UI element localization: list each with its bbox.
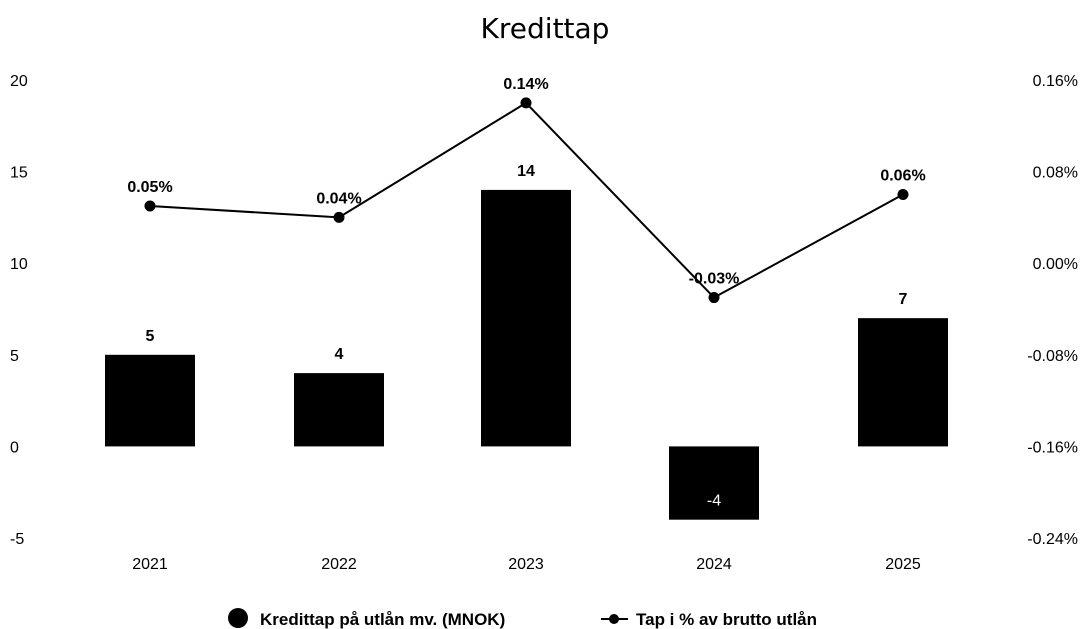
bar-labels: 5 4 14 -4 7 — [146, 163, 908, 510]
bar — [105, 354, 195, 447]
legend-bar-label: Kredittap på utlån mv. (MNOK) — [260, 610, 505, 629]
chart-title: Kredittap — [481, 12, 610, 45]
right-tick-label: -0.16% — [1027, 439, 1078, 456]
bar-data-label: 14 — [517, 163, 535, 180]
right-tick-label: -0.08% — [1027, 348, 1078, 365]
left-axis: 20 15 10 5 0 -5 — [10, 73, 28, 548]
right-tick-label: 0.00% — [1033, 256, 1078, 273]
line-series — [144, 97, 909, 304]
right-tick-label: -0.24% — [1027, 531, 1078, 548]
bar — [858, 318, 948, 447]
category-label: 2024 — [696, 556, 732, 573]
bar-data-label: 7 — [899, 291, 908, 308]
category-label: 2022 — [321, 556, 357, 573]
bar — [481, 189, 571, 447]
point-labels: 0.05% 0.04% 0.14% -0.03% 0.06% — [127, 76, 925, 288]
left-tick-label: 20 — [10, 73, 28, 90]
line-point — [333, 211, 345, 223]
line-point — [144, 200, 156, 212]
legend-line-label: Tap i % av brutto utlån — [636, 610, 817, 629]
legend-line-dot — [609, 614, 619, 624]
line-data-label: 0.14% — [503, 76, 548, 93]
bar-data-label: 4 — [335, 346, 344, 363]
category-label: 2025 — [885, 556, 921, 573]
line-point — [708, 292, 720, 304]
line-data-label: -0.03% — [689, 271, 740, 288]
bar-data-label: -4 — [707, 493, 721, 510]
category-label: 2023 — [508, 556, 544, 573]
bar — [669, 446, 759, 520]
x-axis: 2021 2022 2023 2024 2025 — [132, 556, 921, 573]
legend: Kredittap på utlån mv. (MNOK) Tap i % av… — [228, 608, 817, 629]
line-point — [520, 97, 532, 109]
left-tick-label: 15 — [10, 165, 28, 182]
right-tick-label: 0.08% — [1033, 165, 1078, 182]
line-data-label: 0.06% — [880, 168, 925, 185]
legend-bar-marker — [228, 608, 248, 628]
bar — [294, 373, 384, 447]
right-axis: 0.16% 0.08% 0.00% -0.08% -0.16% -0.24% — [1027, 73, 1078, 548]
right-tick-label: 0.16% — [1033, 73, 1078, 90]
line-data-label: 0.05% — [127, 179, 172, 196]
line-data-label: 0.04% — [316, 190, 361, 207]
left-tick-label: 5 — [10, 348, 19, 365]
left-tick-label: 0 — [10, 439, 19, 456]
line-point — [897, 189, 909, 200]
left-tick-label: 10 — [10, 256, 28, 273]
category-label: 2021 — [132, 556, 168, 573]
bar-data-label: 5 — [146, 328, 155, 345]
left-tick-label: -5 — [10, 531, 24, 548]
bar-series — [105, 189, 948, 520]
